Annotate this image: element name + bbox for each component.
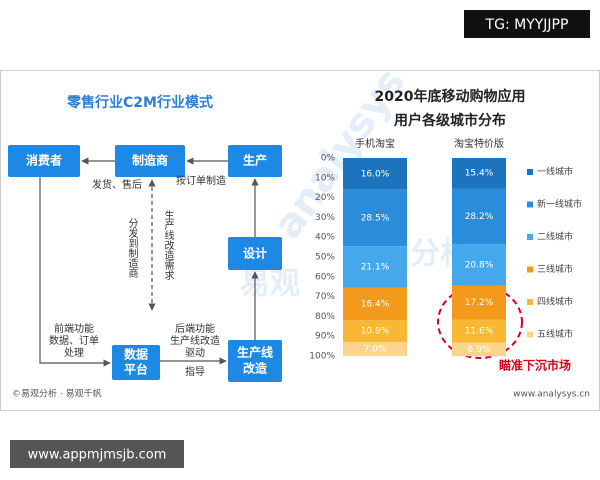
- legend-swatch: [527, 234, 533, 240]
- node-label: 设计: [243, 246, 267, 261]
- value-label: 16.0%: [361, 169, 390, 179]
- value-label: 28.5%: [361, 213, 390, 223]
- legend-swatch: [527, 201, 533, 208]
- x-category-label: 淘宝特价版: [454, 137, 504, 150]
- legend-label: 一线城市: [537, 166, 573, 178]
- watermark-faint: 易观: [240, 267, 300, 302]
- watermark: TG: MYYJJPP: [485, 17, 569, 33]
- legend-swatch: [527, 266, 533, 273]
- node: [112, 345, 160, 380]
- bar-segment: [452, 244, 506, 286]
- node-label: 生产: [243, 153, 267, 168]
- node-label: 生产线: [237, 345, 273, 360]
- legend-label: 四线城市: [537, 296, 573, 308]
- watermark: www.appmjmsjb.com: [28, 448, 167, 463]
- x-category-label: 手机淘宝: [355, 137, 395, 150]
- arrows: [39, 157, 259, 367]
- bar-segment: [343, 158, 407, 190]
- annotation: 瞄准下沉市场: [499, 358, 571, 373]
- value-label: 11.6%: [465, 327, 494, 337]
- edge-label: 分发到制造商: [126, 218, 138, 279]
- bar-segment: [452, 188, 506, 245]
- edge-label: 生产线改造: [170, 334, 220, 347]
- node: [228, 145, 282, 177]
- node-label: 消费者: [26, 153, 62, 168]
- node: [228, 340, 282, 382]
- edge-label: 前端功能: [54, 322, 94, 335]
- legend-swatch: [527, 169, 533, 175]
- value-label: 15.4%: [465, 169, 494, 179]
- legend-label: 二线城市: [537, 231, 573, 243]
- node: [228, 237, 282, 270]
- edge-label: 按订单制造: [176, 174, 226, 187]
- edge-label: 发货、售后: [92, 178, 142, 191]
- bar-segment: [452, 319, 506, 343]
- y-tick-label: 40%: [315, 233, 335, 243]
- y-tick-label: 50%: [315, 253, 335, 263]
- y-tick-label: 70%: [315, 292, 335, 302]
- y-tick-label: 100%: [309, 352, 335, 362]
- y-tick-label: 80%: [315, 312, 335, 322]
- bar-segment: [343, 341, 407, 356]
- legend-label: 三线城市: [537, 263, 573, 275]
- y-tick-label: 0%: [321, 154, 336, 164]
- bar-segment: [343, 189, 407, 247]
- chart-subtitle: 用户各级城市分布: [394, 112, 506, 129]
- chart-title: 2020年底移动购物应用: [375, 88, 526, 105]
- value-label: 28.2%: [465, 212, 494, 222]
- bar-segment: [452, 285, 506, 320]
- node-label: 改造: [243, 361, 268, 376]
- footer: www.analysys.cn: [513, 390, 590, 400]
- edge-label: 指导: [185, 365, 205, 378]
- footer: ©易观分析 · 易观千帆: [12, 388, 102, 400]
- legend-swatch: [527, 299, 533, 305]
- bar-segment: [343, 287, 407, 321]
- y-tick-label: 10%: [315, 173, 335, 183]
- bar-segment: [452, 158, 506, 189]
- node-label: 平台: [124, 362, 148, 377]
- node-label: 数据: [124, 347, 148, 362]
- watermark-box: [464, 10, 590, 38]
- watermark-box: [10, 440, 184, 468]
- value-label: 6.9%: [468, 345, 491, 355]
- legend-label: 五线城市: [537, 328, 573, 340]
- edge-label: 后端功能: [175, 322, 215, 335]
- diagram-title: 零售行业C2M行业模式: [66, 94, 213, 111]
- edge-label: 生产线改造需求: [162, 209, 174, 280]
- legend-label: 新一线城市: [537, 198, 582, 210]
- y-tick-label: 30%: [315, 213, 335, 223]
- y-tick-label: 60%: [315, 272, 335, 282]
- y-tick-label: 90%: [315, 332, 335, 342]
- bar-segment: [452, 342, 506, 357]
- node: [8, 145, 80, 177]
- node-label: 制造商: [132, 153, 168, 168]
- value-label: 17.2%: [465, 298, 494, 308]
- y-tick-label: 20%: [315, 193, 335, 203]
- value-label: 20.8%: [465, 260, 494, 270]
- value-label: 21.1%: [361, 262, 390, 272]
- edge-label: 驱动: [185, 347, 205, 359]
- value-label: 7.0%: [364, 344, 387, 354]
- edge-label: 数据、订单: [49, 334, 99, 347]
- legend-swatch: [527, 331, 533, 338]
- edge-label: 处理: [64, 347, 84, 359]
- value-label: 10.9%: [361, 327, 390, 337]
- node: [115, 145, 185, 177]
- bar-segment: [343, 320, 407, 342]
- bar-segment: [343, 246, 407, 288]
- value-label: 16.4%: [361, 300, 390, 310]
